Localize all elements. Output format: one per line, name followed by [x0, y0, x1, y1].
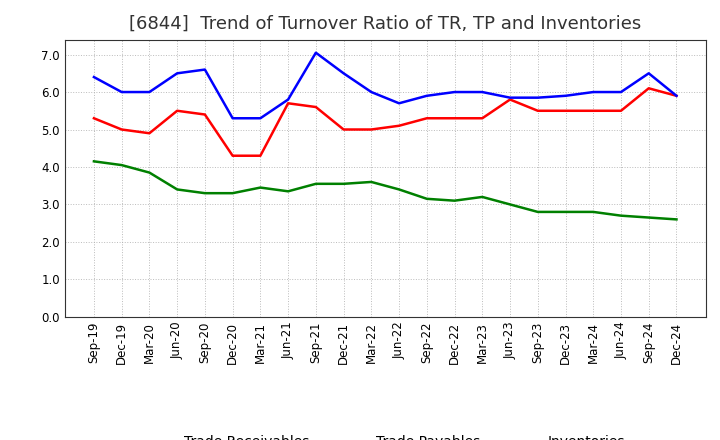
- Trade Payables: [256, 116, 265, 121]
- Trade Receivables: [561, 108, 570, 114]
- Trade Payables: [450, 89, 459, 95]
- Inventories: [312, 181, 320, 187]
- Trade Payables: [423, 93, 431, 99]
- Trade Receivables: [450, 116, 459, 121]
- Inventories: [534, 209, 542, 215]
- Inventories: [339, 181, 348, 187]
- Trade Payables: [534, 95, 542, 100]
- Inventories: [395, 187, 403, 192]
- Trade Receivables: [228, 153, 237, 158]
- Trade Payables: [312, 50, 320, 55]
- Trade Receivables: [367, 127, 376, 132]
- Inventories: [256, 185, 265, 190]
- Inventories: [505, 202, 514, 207]
- Trade Receivables: [284, 101, 292, 106]
- Trade Payables: [201, 67, 210, 72]
- Trade Payables: [339, 71, 348, 76]
- Trade Payables: [367, 89, 376, 95]
- Trade Receivables: [312, 104, 320, 110]
- Title: [6844]  Trend of Turnover Ratio of TR, TP and Inventories: [6844] Trend of Turnover Ratio of TR, TP…: [129, 15, 642, 33]
- Trade Receivables: [616, 108, 625, 114]
- Inventories: [616, 213, 625, 218]
- Trade Receivables: [395, 123, 403, 128]
- Inventories: [173, 187, 181, 192]
- Inventories: [561, 209, 570, 215]
- Line: Inventories: Inventories: [94, 161, 677, 220]
- Trade Receivables: [589, 108, 598, 114]
- Trade Receivables: [534, 108, 542, 114]
- Inventories: [89, 159, 98, 164]
- Inventories: [117, 162, 126, 168]
- Inventories: [478, 194, 487, 200]
- Trade Payables: [672, 93, 681, 99]
- Trade Payables: [616, 89, 625, 95]
- Inventories: [589, 209, 598, 215]
- Trade Receivables: [478, 116, 487, 121]
- Trade Payables: [173, 71, 181, 76]
- Trade Receivables: [117, 127, 126, 132]
- Line: Trade Payables: Trade Payables: [94, 53, 677, 118]
- Trade Receivables: [173, 108, 181, 114]
- Trade Receivables: [644, 86, 653, 91]
- Inventories: [423, 196, 431, 202]
- Trade Receivables: [505, 97, 514, 102]
- Trade Receivables: [339, 127, 348, 132]
- Inventories: [284, 189, 292, 194]
- Trade Payables: [117, 89, 126, 95]
- Trade Payables: [395, 101, 403, 106]
- Trade Receivables: [423, 116, 431, 121]
- Trade Receivables: [89, 116, 98, 121]
- Inventories: [228, 191, 237, 196]
- Trade Receivables: [672, 93, 681, 99]
- Trade Payables: [589, 89, 598, 95]
- Trade Payables: [89, 74, 98, 80]
- Trade Receivables: [201, 112, 210, 117]
- Trade Receivables: [256, 153, 265, 158]
- Inventories: [367, 180, 376, 185]
- Legend: Trade Receivables, Trade Payables, Inventories: Trade Receivables, Trade Payables, Inven…: [140, 429, 631, 440]
- Trade Payables: [561, 93, 570, 99]
- Inventories: [672, 217, 681, 222]
- Trade Payables: [228, 116, 237, 121]
- Trade Payables: [478, 89, 487, 95]
- Trade Payables: [284, 97, 292, 102]
- Line: Trade Receivables: Trade Receivables: [94, 88, 677, 156]
- Inventories: [201, 191, 210, 196]
- Inventories: [644, 215, 653, 220]
- Trade Payables: [505, 95, 514, 100]
- Trade Payables: [145, 89, 154, 95]
- Trade Receivables: [145, 131, 154, 136]
- Trade Payables: [644, 71, 653, 76]
- Inventories: [145, 170, 154, 175]
- Inventories: [450, 198, 459, 203]
